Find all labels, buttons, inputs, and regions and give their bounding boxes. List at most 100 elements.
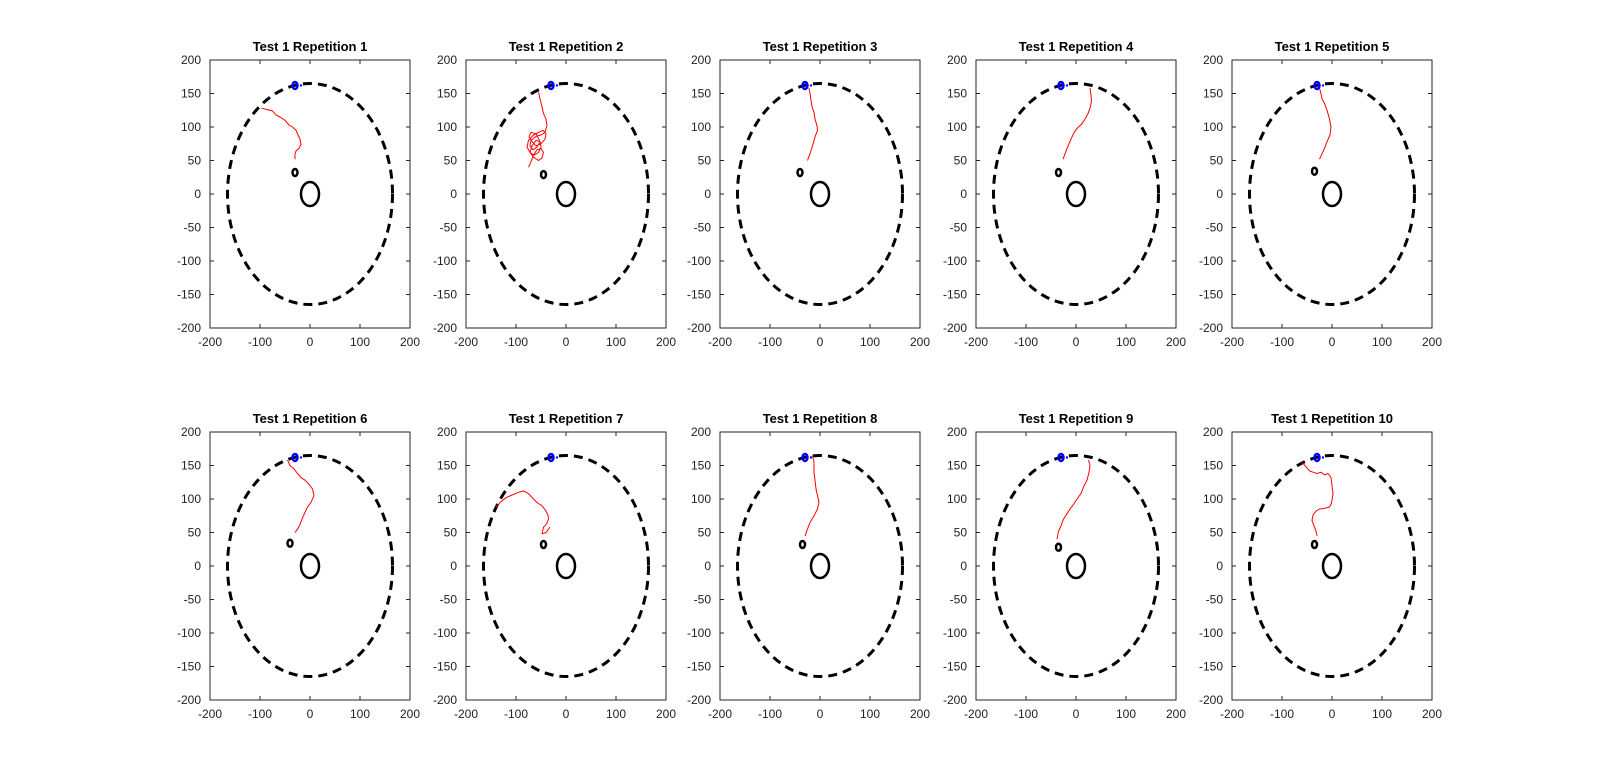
y-tick-label: 100 <box>691 120 711 134</box>
y-tick-label: 50 <box>954 154 968 168</box>
y-tick-label: -200 <box>433 321 457 335</box>
y-tick-label: -50 <box>694 593 712 607</box>
goal-marker <box>1313 452 1321 463</box>
y-tick-label: -100 <box>687 254 711 268</box>
platform-circle <box>555 180 577 208</box>
start-marker <box>798 539 807 550</box>
x-tick-label: 0 <box>1329 707 1336 721</box>
y-tick-label: -100 <box>1199 254 1223 268</box>
x-tick-label: 100 <box>1372 335 1392 349</box>
arena-boundary <box>992 81 1160 307</box>
platform-circle <box>809 552 831 580</box>
y-tick-label: -100 <box>433 254 457 268</box>
y-tick-label: -200 <box>687 693 711 707</box>
y-tick-label: 0 <box>960 187 967 201</box>
y-tick-label: 200 <box>947 53 967 67</box>
subplot-9: Test 1 Repetition 9 -200 -100 0 100 200 -200 -1… <box>943 411 1186 721</box>
y-tick-label: 0 <box>450 187 457 201</box>
axes-box <box>975 59 1177 329</box>
y-tick-label: -100 <box>1199 626 1223 640</box>
goal-marker <box>547 80 555 91</box>
x-tick-label: 0 <box>1073 707 1080 721</box>
y-tick-label: 0 <box>450 559 457 573</box>
x-tick-label: 100 <box>1116 707 1136 721</box>
y-tick-label: -100 <box>177 254 201 268</box>
x-tick-label: 200 <box>910 335 930 349</box>
arena-boundary <box>1248 453 1416 679</box>
platform-circle <box>1321 552 1343 580</box>
y-tick-label: -150 <box>943 660 967 674</box>
x-tick-label: -200 <box>708 707 732 721</box>
y-tick-label: -200 <box>943 321 967 335</box>
start-marker <box>1054 542 1063 552</box>
trajectory-line <box>1301 461 1334 537</box>
y-tick-label: -50 <box>184 593 202 607</box>
y-tick-label: -150 <box>433 660 457 674</box>
panel-title: Test 1 Repetition 4 <box>1019 39 1134 54</box>
x-tick-label: -100 <box>758 335 782 349</box>
arena-boundary <box>992 453 1160 679</box>
y-tick-label: 100 <box>947 492 967 506</box>
subplot-10: Test 1 Repetition 10 -200 -100 0 100 200 -200 -… <box>1199 411 1442 721</box>
y-tick-label: -100 <box>943 626 967 640</box>
trajectory-line <box>807 88 818 161</box>
x-tick-label: -100 <box>758 707 782 721</box>
goal-dot <box>555 456 559 459</box>
x-tick-label: -200 <box>964 335 988 349</box>
axes-box <box>209 431 411 701</box>
subplot-2: Test 1 Repetition 2 -200 -100 0 100 200 -200 -1… <box>433 39 676 349</box>
goal-marker <box>1057 80 1065 91</box>
platform-circle <box>809 180 831 208</box>
x-tick-label: 100 <box>606 335 626 349</box>
y-tick-label: 0 <box>194 187 201 201</box>
x-tick-label: -100 <box>248 707 272 721</box>
y-tick-label: 0 <box>194 559 201 573</box>
y-tick-label: 100 <box>437 120 457 134</box>
arena-boundary <box>226 81 394 307</box>
trajectory-line <box>261 107 302 160</box>
y-tick-label: 100 <box>947 120 967 134</box>
axes-box <box>719 59 921 329</box>
subplot-6: Test 1 Repetition 6 -200 -100 0 100 200 -200 -1… <box>177 411 420 721</box>
trajectory-line <box>1319 87 1332 160</box>
x-tick-label: -100 <box>1014 707 1038 721</box>
y-tick-label: 150 <box>691 87 711 101</box>
y-tick-label: 200 <box>1203 53 1223 67</box>
goal-marker <box>801 452 809 463</box>
axes-box <box>1231 431 1433 701</box>
panel-title: Test 1 Repetition 6 <box>253 411 368 426</box>
x-tick-label: 200 <box>400 335 420 349</box>
x-tick-label: -100 <box>1270 707 1294 721</box>
x-tick-label: 100 <box>1372 707 1392 721</box>
x-tick-label: -200 <box>1220 335 1244 349</box>
goal-marker <box>291 452 299 463</box>
y-tick-label: 150 <box>947 459 967 473</box>
arena-boundary <box>226 453 394 679</box>
panel-title: Test 1 Repetition 7 <box>509 411 624 426</box>
axes-box <box>719 431 921 701</box>
y-tick-label: 50 <box>188 526 202 540</box>
y-tick-label: 50 <box>188 154 202 168</box>
subplot-7: Test 1 Repetition 7 -200 -100 0 100 200 -200 -1… <box>433 411 676 721</box>
y-tick-label: -150 <box>177 660 201 674</box>
panel-title: Test 1 Repetition 9 <box>1019 411 1134 426</box>
y-tick-label: -100 <box>433 626 457 640</box>
y-tick-label: 0 <box>704 559 711 573</box>
x-tick-label: 200 <box>656 335 676 349</box>
axes-box <box>465 59 667 329</box>
goal-marker <box>1057 452 1065 463</box>
subplot-5: Test 1 Repetition 5 -200 -100 0 100 200 -200 -1… <box>1199 39 1442 349</box>
y-tick-label: 200 <box>437 425 457 439</box>
y-tick-label: -150 <box>687 288 711 302</box>
trajectory-line <box>1062 88 1092 160</box>
goal-dot <box>555 84 559 87</box>
panel-title: Test 1 Repetition 2 <box>509 39 624 54</box>
start-marker <box>1054 167 1063 178</box>
y-tick-label: -200 <box>177 693 201 707</box>
x-tick-label: -200 <box>454 335 478 349</box>
axes-box <box>209 59 411 329</box>
y-tick-label: 100 <box>181 492 201 506</box>
y-tick-label: -200 <box>687 321 711 335</box>
start-marker <box>1310 166 1319 176</box>
